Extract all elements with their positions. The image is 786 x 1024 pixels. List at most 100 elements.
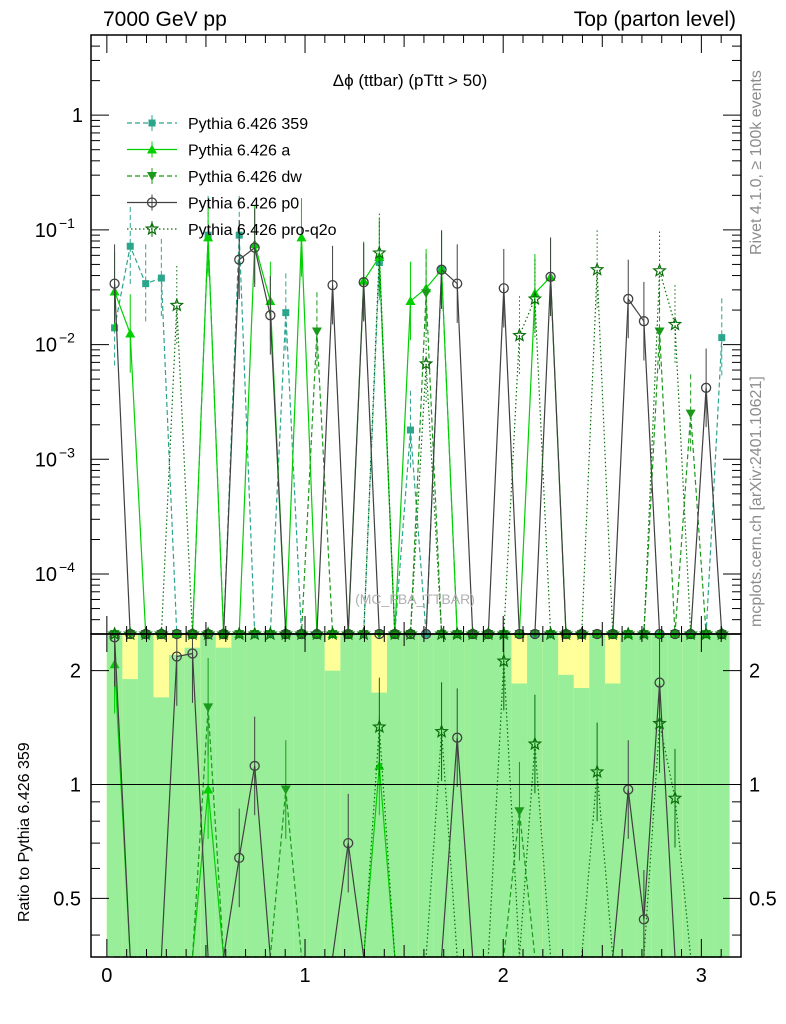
data-point: [311, 327, 322, 337]
ratio-y-tick-label-right: 0.5: [749, 888, 777, 910]
rivet-label: Rivet 4.1.0, ≥ 100k events: [748, 70, 765, 255]
ratio-point: [452, 732, 463, 743]
data-point: [636, 626, 652, 641]
data-point: [154, 626, 169, 641]
data-point: [309, 626, 325, 641]
data-point: [263, 626, 278, 641]
band-green-bin: [573, 687, 590, 957]
ratio-point: [623, 784, 634, 795]
ratio-point: [171, 651, 182, 662]
axes: 110−110−210−310 −40.5 0.51 12 20 1 2 3: [35, 34, 777, 987]
ratio-frame: [90, 633, 742, 958]
data-point: [200, 626, 216, 641]
band-green-bin: [542, 634, 559, 957]
legend-marker: [144, 221, 160, 236]
legend-label: Pythia 6.426 a: [188, 143, 290, 160]
data-point: [496, 626, 512, 641]
mcplots-label: mcplots.cern.ch [arXiv:2401.10621]: [748, 376, 765, 627]
data-point: [216, 626, 231, 641]
band-green-bin: [215, 647, 232, 957]
ratio-point: [249, 760, 260, 772]
data-point: [638, 316, 650, 327]
data-point: [558, 626, 574, 641]
legend-label: Pythia 6.426 359: [188, 116, 308, 133]
band-green-bin: [713, 634, 730, 957]
legend: Pythia 6.426 359 Pythia 6.426 a Pythia 6.4…: [127, 115, 337, 239]
data-point: [620, 626, 636, 641]
ratio-y-tick-label: 0.5: [53, 888, 81, 910]
band-green-bin: [698, 634, 714, 957]
ratio-point: [496, 653, 512, 668]
ratio-y-tick-label: 2: [70, 661, 81, 683]
ratio-point: [372, 719, 387, 734]
data-point: [605, 626, 621, 641]
data-point: [356, 626, 371, 641]
data-point: [157, 274, 165, 282]
ratio-y-tick-label: 1: [70, 775, 81, 797]
y-tick-exponent: −3: [59, 444, 75, 460]
data-point: [434, 626, 449, 641]
data-point: [169, 297, 185, 312]
data-point: [667, 316, 683, 331]
y-tick-label: 10: [35, 335, 57, 357]
data-point: [405, 295, 416, 305]
data-point: [683, 626, 698, 641]
x-tick-label: 2: [498, 965, 509, 987]
legend-marker: [147, 172, 157, 181]
band-green-bin: [355, 634, 372, 957]
data-point: [403, 626, 418, 641]
y-tick-exponent: −1: [59, 215, 75, 231]
data-point: [109, 278, 120, 289]
band-green-bin: [386, 634, 403, 957]
ratio-point: [234, 852, 245, 863]
data-point: [436, 264, 447, 275]
ratio-point: [638, 914, 650, 925]
data-point: [265, 310, 276, 321]
data-point: [452, 278, 463, 289]
y-tick-exponent: −4: [59, 559, 75, 575]
ratio-point: [187, 648, 198, 659]
data-point: [700, 382, 712, 393]
data-point: [327, 279, 338, 291]
band-green-bin: [527, 634, 543, 957]
band-green-bin: [324, 670, 341, 957]
data-point: [714, 626, 730, 641]
data-point: [358, 277, 369, 288]
data-point: [247, 626, 262, 641]
data-point: [589, 262, 605, 276]
ratio-y-label: Ratio to Pythia 6.426 359: [16, 742, 33, 922]
data-point: [449, 626, 465, 641]
ratio-y-tick-label-right: 1: [749, 775, 760, 797]
data-point: [107, 626, 122, 641]
band-green-bin: [231, 634, 248, 957]
ratio-point: [589, 764, 605, 779]
ratio-point: [652, 715, 667, 730]
data-point: [203, 232, 214, 242]
data-point: [718, 334, 726, 342]
y-tick-label: 1: [72, 105, 83, 127]
data-point: [623, 293, 634, 305]
header-left: 7000 GeV pp: [103, 8, 227, 31]
x-tick-label: 3: [696, 965, 707, 987]
data-point: [387, 626, 403, 641]
band-green-bin: [449, 634, 466, 957]
data-point: [249, 242, 260, 253]
data-point: [543, 626, 558, 641]
legend-marker: [146, 197, 158, 208]
data-point: [296, 232, 307, 242]
x-tick-label: 1: [299, 965, 310, 987]
legend-item-a: Pythia 6.426 a: [127, 141, 290, 160]
band-green-bin: [433, 634, 450, 957]
data-point: [465, 626, 480, 641]
band-green-bin: [309, 634, 325, 957]
ratio-point: [203, 784, 214, 794]
data-point: [138, 626, 153, 641]
x-tick-label: 0: [101, 965, 112, 987]
legend-item-p359: Pythia 6.426 359: [127, 115, 308, 133]
data-point: [294, 626, 309, 641]
data-point: [126, 242, 134, 250]
data-point: [498, 283, 509, 294]
data-point: [325, 626, 340, 641]
data-point: [234, 254, 245, 265]
